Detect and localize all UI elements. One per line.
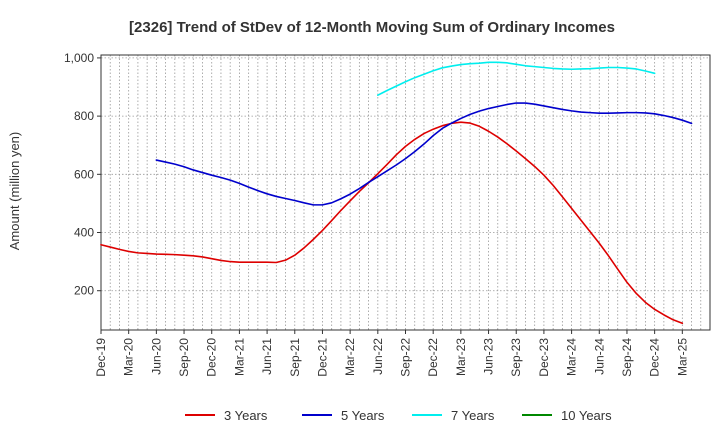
grid [101, 55, 710, 330]
x-tick-label: Mar-21 [232, 338, 246, 376]
legend-label: 5 Years [341, 408, 385, 423]
x-tick-label: Jun-22 [371, 338, 385, 375]
x-tick-label: Mar-23 [454, 338, 468, 376]
y-tick-label: 600 [74, 167, 94, 181]
legend-label: 3 Years [224, 408, 268, 423]
x-tick-label: Dec-24 [648, 338, 662, 377]
x-tick-label: Mar-20 [122, 338, 136, 376]
x-tick-label: Mar-22 [343, 338, 357, 376]
x-tick-label: Dec-19 [94, 338, 108, 377]
x-tick-label: Dec-23 [537, 338, 551, 377]
x-tick-label: Dec-20 [205, 338, 219, 377]
legend-label: 10 Years [561, 408, 612, 423]
x-tick-label: Sep-21 [288, 338, 302, 377]
x-tick-label: Jun-24 [592, 338, 606, 375]
x-tick-label: Sep-22 [399, 338, 413, 377]
y-axis: 200 400 600 800 1,000 [64, 51, 101, 298]
series-lines [100, 61, 693, 325]
chart-title: [2326] Trend of StDev of 12-Month Moving… [129, 19, 615, 36]
legend-label: 7 Years [451, 408, 495, 423]
y-tick-label: 400 [74, 226, 94, 240]
x-tick-label: Jun-21 [260, 338, 274, 375]
x-axis: Dec-19 Mar-20 Jun-20 Sep-20 Dec-20 Mar-21 Jun-… [94, 330, 689, 377]
y-tick-label: 800 [74, 109, 94, 123]
series-line-5-years [155, 102, 693, 206]
y-tick-label: 200 [74, 284, 94, 298]
x-tick-label: Dec-21 [315, 338, 329, 377]
x-tick-label: Sep-23 [509, 338, 523, 377]
x-tick-label: Jun-20 [149, 338, 163, 375]
x-tick-label: Sep-20 [177, 338, 191, 377]
series-line-7-years [377, 61, 656, 96]
legend: 3 Years 5 Years 7 Years 10 Years [185, 408, 612, 423]
y-axis-label: Amount (million yen) [7, 132, 22, 251]
x-tick-label: Mar-25 [675, 338, 689, 376]
x-tick-label: Dec-22 [426, 338, 440, 377]
series-line-3-years [100, 121, 684, 325]
x-tick-label: Jun-23 [482, 338, 496, 375]
x-tick-label: Mar-24 [565, 338, 579, 376]
x-tick-label: Sep-24 [620, 338, 634, 377]
y-tick-label: 1,000 [64, 51, 94, 65]
